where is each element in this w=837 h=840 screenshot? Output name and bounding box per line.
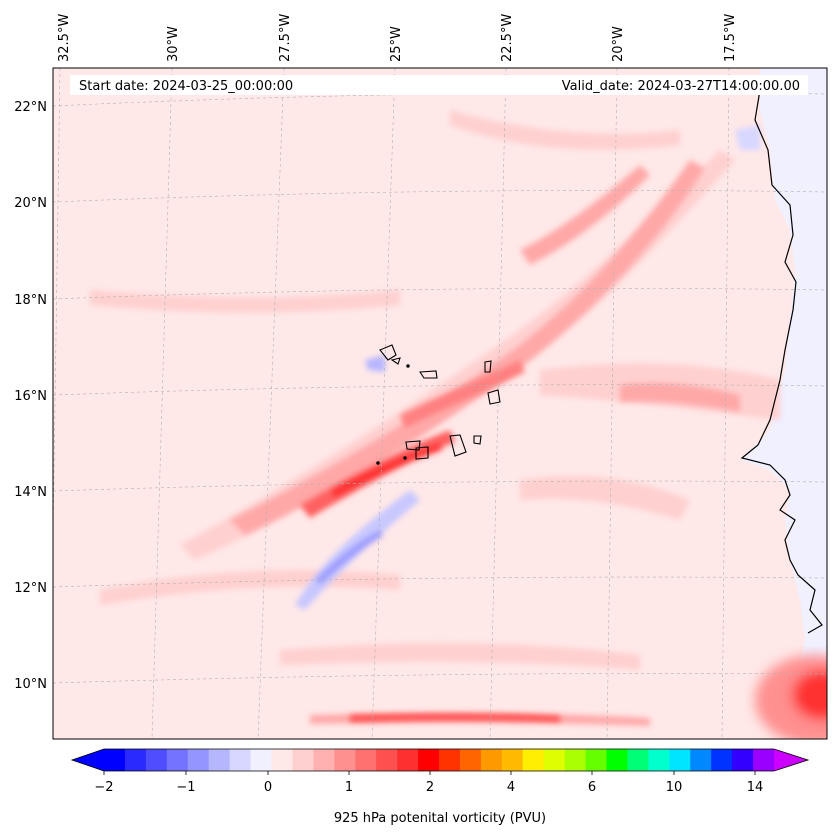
pv-southeast-high [755, 655, 827, 739]
colorbar-cell [250, 749, 272, 771]
africa-land-area [742, 68, 827, 739]
colorbar-cell [166, 749, 189, 771]
colorbar-over-arrow [774, 749, 808, 771]
lat-label: 18°N [14, 293, 47, 308]
map-panel [53, 68, 827, 739]
lat-label: 14°N [14, 485, 47, 500]
start-date-text: Start date: 2024-03-25_00:00:00 [79, 79, 293, 94]
colorbar-cell [187, 749, 210, 771]
colorbar-cell [355, 749, 377, 771]
lat-label: 20°N [14, 196, 47, 211]
colorbar-cell [439, 749, 461, 771]
header-box [70, 75, 808, 95]
colorbar-tick-label: 4 [507, 780, 515, 795]
lat-label: 10°N [14, 677, 47, 692]
colorbar-tick-label: 14 [747, 780, 764, 795]
colorbar-cell [418, 749, 440, 771]
colorbar-cell [271, 749, 293, 771]
colorbar-cell [501, 749, 524, 771]
colorbar-cell [606, 749, 628, 771]
colorbar-cell [585, 749, 607, 771]
map-frame [52, 67, 828, 740]
colorbar-cell [104, 749, 126, 771]
colorbar-cell [292, 749, 314, 771]
longitude-labels: 32.5°W 30°W 27.5°W 25°W 22.5°W 20°W 17.5… [57, 14, 738, 62]
colorbar-tick-label: −2 [94, 780, 113, 795]
lat-label: 12°N [14, 581, 47, 596]
colorbar-cell [124, 749, 147, 771]
lon-label: 25°W [389, 26, 404, 62]
cape-verde-islands [376, 344, 501, 465]
colorbar-under-arrow [72, 749, 104, 771]
colorbar-cell [145, 749, 168, 771]
colorbar-cell [543, 749, 566, 771]
colorbar-cell [313, 749, 335, 771]
lon-label: 27.5°W [278, 14, 293, 62]
colorbar-cell [648, 749, 670, 771]
graticule [53, 68, 827, 739]
colorbar-tick-label: 6 [588, 780, 596, 795]
colorbar-cell [208, 749, 231, 771]
colorbar-ticks [103, 771, 756, 775]
colorbar-tick-label: 10 [666, 780, 683, 795]
africa-coastline [740, 89, 823, 634]
colorbar-cell [397, 749, 419, 771]
colorbar-tick-label: 2 [426, 780, 434, 795]
lon-label: 30°W [166, 26, 181, 62]
colorbar-cell [334, 749, 356, 771]
colorbar-label: 925 hPa potenital vorticity (PVU) [334, 811, 546, 826]
colorbar-cell [669, 749, 691, 771]
colorbar-tick-label: 0 [264, 780, 272, 795]
lat-label: 22°N [14, 100, 47, 115]
valid-date-text: Valid_date: 2024-03-27T14:00:00.00 [562, 79, 800, 94]
lat-label: 16°N [14, 389, 47, 404]
colorbar-cell [480, 749, 503, 771]
lon-label: 32.5°W [57, 14, 72, 62]
latitude-labels: 22°N 20°N 18°N 16°N 14°N 12°N 10°N [14, 100, 47, 692]
colorbar-cell [753, 749, 775, 771]
colorbar-cell [690, 749, 712, 771]
colorbar-tick-labels: −2 −1 0 1 2 4 6 10 14 [94, 780, 763, 795]
colorbar-cell [522, 749, 545, 771]
colorbar-cell [376, 749, 398, 771]
colorbar-cell [564, 749, 587, 771]
lon-label: 20°W [611, 26, 626, 62]
colorbar-tick-label: −1 [176, 780, 195, 795]
colorbar-cells [104, 749, 775, 771]
colorbar-cell [627, 749, 649, 771]
lon-label: 22.5°W [500, 14, 515, 62]
colorbar-cell [459, 749, 482, 771]
colorbar-cell [229, 749, 252, 771]
lon-label: 17.5°W [723, 14, 738, 62]
pv-negative-region [295, 125, 760, 610]
colorbar-cell [732, 749, 754, 771]
colorbar-tick-label: 1 [345, 780, 353, 795]
colorbar: −2 −1 0 1 2 4 6 10 14 925 hPa potenital … [70, 748, 810, 826]
colorbar-cell [711, 749, 733, 771]
